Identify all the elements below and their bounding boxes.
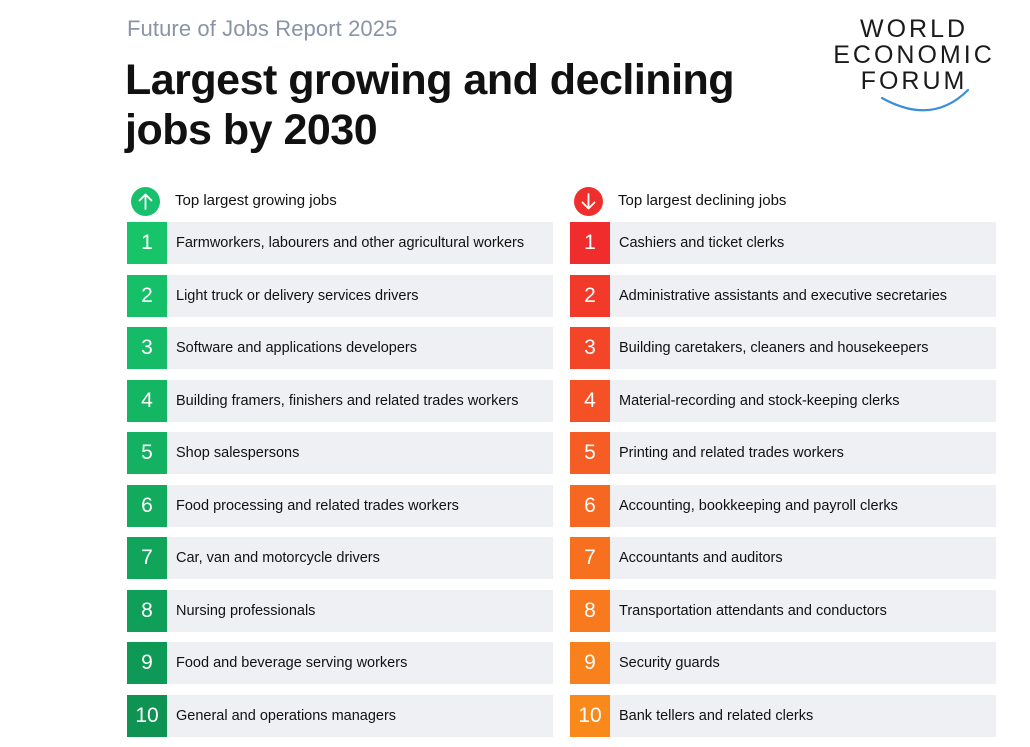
rank-number: 4 [127, 379, 167, 422]
growing-jobs-column: Top largest growing jobs 1 Farmworkers, l… [127, 185, 553, 747]
rank-number: 6 [127, 484, 167, 527]
list-item: 8 Transportation attendants and conductor… [570, 589, 996, 632]
rank-number: 6 [570, 484, 610, 527]
wef-logo: WORLD ECONOMIC FORUM [824, 14, 1004, 120]
job-title: Material-recording and stock-keeping cle… [619, 392, 900, 409]
growing-jobs-list: 1 Farmworkers, labourers and other agricu… [127, 222, 553, 737]
job-title: Food and beverage serving workers [176, 655, 408, 671]
arrow-up-icon [131, 187, 160, 216]
rank-number: 9 [570, 642, 610, 684]
logo-line-forum: FORUM [860, 67, 968, 95]
list-item: 4 Material-recording and stock-keeping cl… [570, 379, 996, 422]
list-item: 6 Accounting, bookkeeping and payroll cle… [570, 484, 996, 527]
job-title: Cashiers and ticket clerks [619, 235, 785, 251]
job-title: Transportation attendants and conductors [619, 602, 887, 619]
list-item: 7 Accountants and auditors [570, 537, 996, 579]
job-title: Bank tellers and related clerks [619, 707, 814, 724]
list-item: 2 Administrative assistants and executive… [570, 274, 996, 317]
rank-number: 1 [570, 222, 610, 264]
rank-number: 9 [127, 642, 167, 684]
rank-number: 2 [127, 274, 167, 317]
growing-jobs-label: Top largest growing jobs [175, 192, 337, 209]
list-item: 3 Building caretakers, cleaners and house… [570, 327, 996, 369]
list-item: 1 Farmworkers, labourers and other agricu… [127, 222, 553, 264]
list-item: 9 Security guards [570, 642, 996, 684]
rank-number: 8 [570, 589, 610, 632]
rank-number: 7 [570, 537, 610, 579]
declining-jobs-label: Top largest declining jobs [618, 192, 787, 209]
declining-jobs-list: 1 Cashiers and ticket clerks 2 Administrati… [570, 222, 996, 737]
declining-jobs-column: Top largest declining jobs 1 Cashiers and… [570, 185, 996, 747]
job-title: Accounting, bookkeeping and payroll cler… [619, 497, 898, 514]
rank-number: 1 [127, 222, 167, 264]
job-title: Building framers, finishers and related … [176, 392, 519, 409]
logo-arc-icon [880, 88, 970, 112]
job-title: Security guards [619, 655, 720, 671]
report-kicker: Future of Jobs Report 2025 [127, 16, 398, 41]
logo-line-world: WORLD [859, 15, 969, 43]
job-title: Administrative assistants and executive … [619, 287, 948, 304]
rank-number: 10 [570, 694, 610, 737]
list-item: 8 Nursing professionals [127, 589, 553, 632]
job-title: Nursing professionals [176, 602, 316, 619]
job-title: Accountants and auditors [619, 550, 783, 566]
list-item: 4 Building framers, finishers and related… [127, 379, 553, 422]
arrow-down-icon [574, 187, 603, 216]
job-title: Food processing and related trades worke… [176, 497, 459, 514]
job-title: Building caretakers, cleaners and housek… [619, 340, 929, 356]
job-title: Light truck or delivery services drivers [176, 287, 419, 304]
list-item: 10 General and operations managers [127, 694, 553, 737]
rank-number: 2 [570, 274, 610, 317]
rank-number: 10 [127, 694, 167, 737]
rank-number: 5 [127, 432, 167, 474]
list-item: 1 Cashiers and ticket clerks [570, 222, 996, 264]
list-item: 7 Car, van and motorcycle drivers [127, 537, 553, 579]
declining-jobs-header: Top largest declining jobs [570, 185, 996, 217]
list-item: 5 Shop salespersons [127, 432, 553, 474]
rank-number: 3 [570, 327, 610, 369]
list-item: 2 Light truck or delivery services driver… [127, 274, 553, 317]
logo-line-economic: ECONOMIC [833, 41, 995, 69]
rank-number: 4 [570, 379, 610, 422]
list-item: 6 Food processing and related trades work… [127, 484, 553, 527]
rank-number: 5 [570, 432, 610, 474]
growing-jobs-header: Top largest growing jobs [127, 185, 553, 217]
job-title: Software and applications developers [176, 340, 418, 356]
job-title: Printing and related trades workers [619, 445, 844, 461]
list-item: 9 Food and beverage serving workers [127, 642, 553, 684]
list-item: 3 Software and applications developers [127, 327, 553, 369]
job-title: Shop salespersons [176, 445, 300, 461]
list-item: 10 Bank tellers and related clerks [570, 694, 996, 737]
rank-number: 8 [127, 589, 167, 632]
page-title: Largest growing and declining jobs by 20… [125, 56, 735, 154]
rank-number: 7 [127, 537, 167, 579]
job-title: Farmworkers, labourers and other agricul… [176, 235, 525, 251]
list-item: 5 Printing and related trades workers [570, 432, 996, 474]
job-title: Car, van and motorcycle drivers [176, 550, 380, 566]
rank-number: 3 [127, 327, 167, 369]
job-title: General and operations managers [176, 707, 397, 724]
